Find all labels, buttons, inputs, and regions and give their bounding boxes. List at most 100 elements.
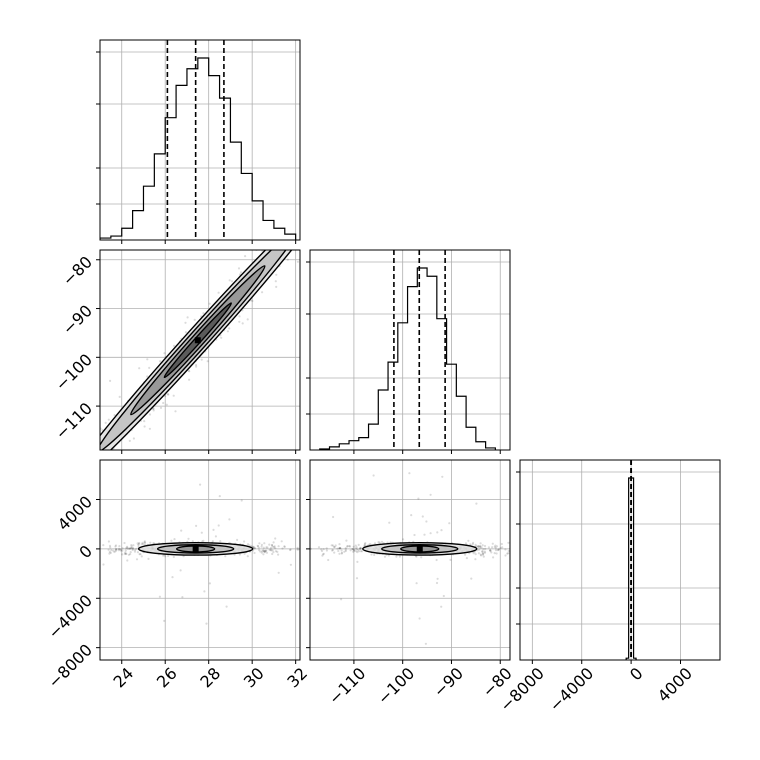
scatter-point-2-475: [355, 546, 358, 549]
scatter-point-0-626: [276, 243, 278, 245]
scatter-point-1-539: [252, 546, 255, 549]
scatter-point-0-113: [391, 120, 393, 122]
scatter-point-2-491: [448, 522, 451, 525]
scatter-point-1-398: [180, 529, 183, 532]
scatter-point-2-601: [489, 549, 492, 552]
scatter-point-1-480: [140, 555, 143, 558]
scatter-point-2-637: [332, 515, 335, 519]
scatter-point-2-493: [338, 552, 341, 555]
scatter-point-1-22: [199, 483, 202, 486]
scatter-point-2-608: [482, 548, 485, 551]
scatter-point-0-328: [166, 393, 169, 396]
scatter-point-2-642: [491, 542, 494, 545]
scatter-point-1-215: [274, 550, 278, 553]
scatter-point-1-558: [218, 495, 221, 498]
scatter-point-0-503: [143, 420, 146, 423]
scatter-point-2-146: [471, 543, 474, 546]
scatter-point-2-233: [358, 547, 362, 551]
scatter-point-0-251: [40, 507, 42, 509]
scatter-point-1-348: [113, 550, 116, 554]
scatter-point-1-430: [258, 542, 261, 545]
scatter-point-1-618: [110, 549, 113, 552]
scatter-point-2-213: [494, 546, 497, 549]
scatter-point-0-399: [159, 406, 163, 409]
scatter-point-0-586: [261, 291, 264, 294]
scatter-point-1-337: [212, 528, 215, 532]
scatter-point-0-302: [27, 523, 29, 525]
x-tick-label-param-1-1: −100: [374, 664, 419, 709]
scatter-point-1-505: [208, 582, 211, 585]
scatter-point-0-275: [297, 234, 299, 236]
scatter-point-0-187: [283, 246, 285, 248]
scatter-point-0-484: [345, 194, 347, 196]
scatter-point-2-454: [493, 545, 496, 549]
scatter-point-1-328: [263, 550, 266, 553]
scatter-point-0-629: [98, 459, 100, 461]
scatter-point-2-506: [510, 567, 512, 569]
scatter-point-0-366: [315, 211, 317, 213]
scatter-point-0-308: [241, 322, 244, 325]
scatter-point-0-549: [284, 236, 286, 238]
scatter-point-1-208: [130, 546, 133, 550]
scatter-point-2-259: [464, 542, 468, 545]
scatter-point-1-44: [164, 555, 167, 558]
scatter-point-0-636: [41, 528, 43, 530]
scatter-point-0-584: [350, 173, 352, 175]
scatter-point-0-94: [132, 437, 135, 440]
scatter-point-0-415: [165, 403, 168, 406]
scatter-point-0-63: [293, 229, 295, 231]
scatter-point-0-98: [90, 488, 92, 490]
scatter-point-1-450: [246, 555, 249, 558]
scatter-point-0-126: [364, 175, 366, 177]
scatter-point-0-565: [443, 72, 445, 74]
scatter-point-0-105: [239, 271, 243, 274]
scatter-1-2: [310, 472, 541, 645]
scatter-point-1-153: [121, 549, 124, 552]
scatter-point-1-217: [102, 563, 105, 566]
scatter-point-1-100: [264, 550, 267, 553]
scatter-point-1-132: [259, 550, 262, 553]
scatter-point-2-465: [512, 557, 514, 559]
scatter-point-1-225: [281, 547, 284, 550]
scatter-point-2-300: [359, 547, 362, 550]
scatter-point-0-509: [350, 178, 352, 180]
scatter-point-2-110: [354, 547, 357, 550]
ticks-2-0: [96, 499, 297, 664]
scatter-point-1-129: [270, 544, 274, 547]
scatter-point-0-560: [337, 189, 339, 191]
scatter-point-1-175: [123, 552, 126, 556]
scatter-point-2-239: [340, 552, 343, 555]
scatter-point-0-625: [93, 457, 95, 459]
scatter-point-1-552: [140, 543, 143, 546]
scatter-point-1-126: [260, 543, 263, 547]
scatter-point-0-339: [28, 518, 30, 520]
scatter-point-1-104: [263, 551, 267, 554]
scatter-point-0-442: [94, 462, 96, 464]
ticks-2-2: [516, 471, 681, 664]
scatter-point-2-124: [355, 577, 359, 580]
scatter-point-2-552: [523, 540, 525, 542]
scatter-point-1-556: [130, 544, 133, 547]
scatter-point-1-112: [283, 545, 286, 548]
scatter-point-0-89: [200, 358, 203, 361]
scatter-point-2-80: [363, 544, 366, 547]
scatter-point-1-591: [264, 549, 267, 552]
scatter-point-2-57: [495, 545, 499, 548]
scatter-point-2-337: [472, 541, 475, 545]
scatter-point-2-489: [345, 539, 348, 542]
scatter-point-2-195: [355, 548, 358, 551]
x-tick-label-param-2-2: 0: [626, 664, 647, 685]
panel-hist-param-1: [306, 249, 511, 454]
scatter-point-0-553: [195, 365, 198, 368]
scatter-point-2-223: [539, 546, 541, 548]
scatter-point-2-84: [481, 552, 485, 555]
y-tick-label-param-2-0: −8000: [44, 640, 96, 692]
scatter-point-1-267: [117, 549, 120, 552]
scatter-point-0-287: [311, 244, 313, 246]
scatter-point-0-181: [45, 493, 47, 495]
scatter-point-0-85: [319, 199, 321, 201]
scatter-point-1-331: [142, 542, 145, 546]
scatter-point-1-82: [224, 555, 227, 558]
scatter-point-1-88: [277, 545, 280, 548]
scatter-point-2-338: [421, 515, 424, 518]
